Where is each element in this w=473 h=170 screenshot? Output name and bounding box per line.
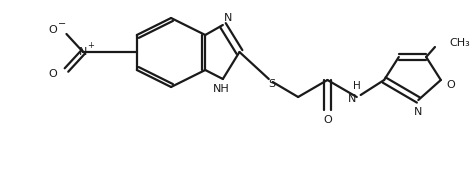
Text: N: N [79, 47, 88, 57]
Text: N: N [414, 107, 422, 117]
Text: H: H [353, 81, 360, 91]
Text: N: N [348, 94, 356, 104]
Text: CH₃: CH₃ [450, 38, 470, 48]
Text: NH: NH [212, 84, 229, 94]
Text: O: O [48, 69, 57, 79]
Text: N: N [224, 13, 232, 23]
Text: O: O [323, 115, 332, 125]
Text: O: O [446, 80, 455, 90]
Text: −: − [58, 19, 66, 29]
Text: S: S [268, 79, 275, 89]
Text: +: + [88, 40, 94, 49]
Text: O: O [48, 25, 57, 35]
